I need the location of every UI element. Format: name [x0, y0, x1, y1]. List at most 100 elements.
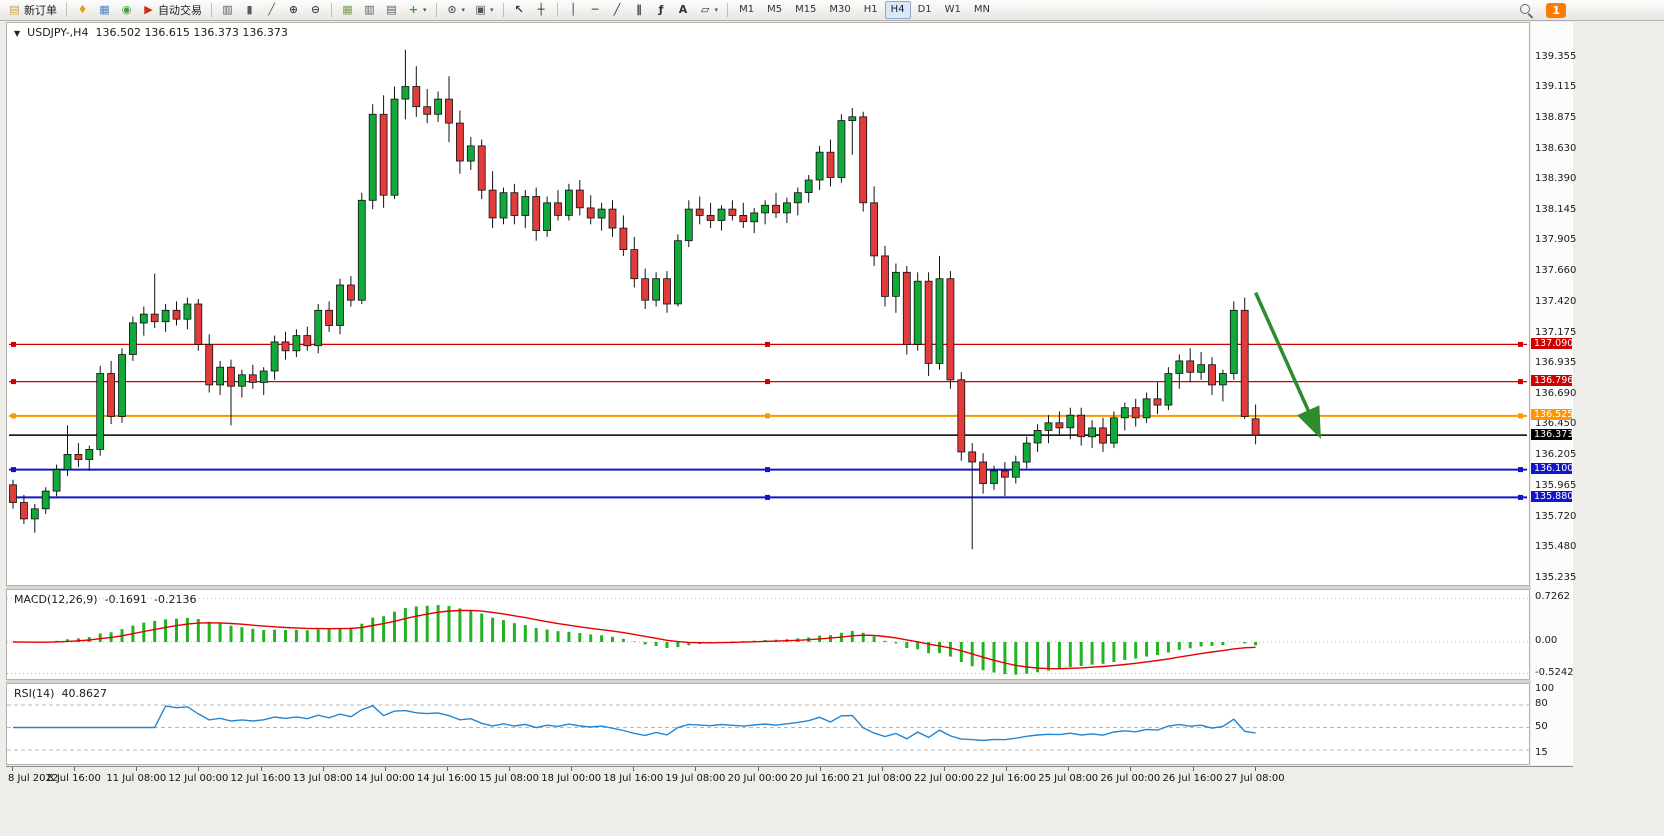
price-scale-label: 135.720 — [1535, 510, 1577, 522]
price-scale-label: 137.660 — [1535, 265, 1577, 277]
rsi-panel[interactable]: RSI(14) 40.8627 — [6, 683, 1530, 765]
autotrading-button[interactable]: ▶ 自动交易 — [138, 0, 206, 20]
window-layout-icon: ▥ — [364, 3, 375, 16]
price-tag: 137.090 — [1531, 337, 1573, 349]
time-axis-tick — [74, 767, 76, 771]
time-axis-label: 18 Jul 16:00 — [603, 773, 664, 784]
panel-splitter[interactable] — [6, 586, 1573, 589]
price-scale[interactable]: 139.355 139.115 138.875 138.630 138.390 138.1… — [1531, 22, 1577, 765]
time-axis-tick — [260, 767, 262, 771]
timeframe-m5-button[interactable]: M5 — [767, 4, 783, 15]
timeframe-m30-button[interactable]: M30 — [829, 4, 851, 15]
time-axis-label: 18 Jul 00:00 — [541, 773, 602, 784]
bar-chart-icon: ▥ — [222, 3, 233, 16]
tile-windows-icon: ▦ — [342, 3, 353, 16]
chevron-down-icon[interactable]: ▾ — [423, 6, 427, 14]
autotrading-icon: ▶ — [144, 3, 153, 16]
time-axis-label: 12 Jul 16:00 — [230, 773, 291, 784]
price-scale-label: 136.935 — [1535, 357, 1577, 368]
price-scale-label: 136.205 — [1535, 449, 1577, 461]
shapes-button[interactable]: ▱ ▾ — [695, 0, 723, 20]
toolbar-separator — [435, 3, 437, 17]
zoom-in-button[interactable]: ⊕ — [283, 0, 304, 20]
timeframe-w1-button[interactable]: W1 — [944, 4, 961, 15]
template-icon: ▣ — [475, 3, 486, 16]
indicator-scale-label: 50 — [1535, 720, 1548, 732]
time-axis-tick — [1130, 767, 1132, 771]
vertical-line-icon: │ — [569, 3, 577, 16]
text-tool-button[interactable]: A — [673, 0, 694, 20]
rsi-label: RSI(14) — [14, 687, 55, 700]
price-tag: 136.525 — [1531, 409, 1573, 421]
timeframe-m15-button[interactable]: M15 — [795, 4, 817, 15]
timeframe-mn-button[interactable]: MN — [973, 4, 990, 15]
crosshair-button[interactable]: ┼ — [531, 0, 552, 20]
search-icon[interactable] — [1519, 3, 1534, 18]
notification-badge[interactable]: 1 — [1546, 2, 1566, 18]
chart-title: ▼ USDJPY-,H4 136.502 136.615 136.373 136… — [14, 26, 288, 39]
main-chart-panel[interactable]: ▼ USDJPY-,H4 136.502 136.615 136.373 136… — [6, 22, 1530, 586]
chevron-down-icon[interactable]: ▾ — [490, 6, 494, 14]
terminal-window-button[interactable]: ▦ — [94, 0, 115, 20]
tile-windows-button[interactable]: ▦ — [337, 0, 358, 20]
add-indicator-icon: + — [408, 3, 419, 16]
chevron-down-icon[interactable]: ▾ — [714, 6, 719, 14]
indicator-scale-label: 100 — [1535, 683, 1555, 694]
panel-splitter[interactable] — [6, 680, 1573, 683]
clock-icon: ⊙ — [447, 3, 457, 16]
bar-chart-mode-button[interactable]: ▥ — [217, 0, 238, 20]
time-axis-label: 25 Jul 08:00 — [1038, 773, 1099, 784]
line-chart-icon: ╱ — [268, 3, 275, 16]
cursor-button[interactable]: ↖ — [509, 0, 530, 20]
window-layout-2-button[interactable]: ▤ — [381, 0, 402, 20]
macd-title: MACD(12,26,9) -0.1691 -0.2136 — [14, 593, 196, 606]
fibonacci-icon: ƒ — [658, 3, 664, 16]
trendline-button[interactable]: ╱ — [607, 0, 628, 20]
market-watch-button[interactable]: ◉ — [116, 0, 137, 20]
vertical-line-button[interactable]: │ — [563, 0, 584, 20]
new-order-button[interactable]: ▤ 新订单 — [4, 0, 61, 20]
timeframe-d1-button[interactable]: D1 — [917, 4, 932, 15]
rsi-chart[interactable] — [7, 684, 1529, 764]
price-tag: 136.796 — [1531, 375, 1573, 387]
megaphone-icon: ♦ — [77, 3, 88, 16]
timeframe-m1-button[interactable]: M1 — [739, 4, 755, 15]
alerts-button[interactable]: ♦ — [72, 0, 93, 20]
templates-button[interactable]: ▣ ▾ — [470, 0, 498, 20]
candlestick-mode-button[interactable]: ▮ — [239, 0, 260, 20]
channel-button[interactable]: ∥ — [629, 0, 650, 20]
price-scale-label: 137.905 — [1535, 234, 1577, 246]
fibonacci-button[interactable]: ƒ — [651, 0, 672, 20]
time-axis-label: 22 Jul 00:00 — [914, 773, 974, 784]
new-order-icon: ▤ — [9, 3, 20, 16]
time-axis-label: 20 Jul 00:00 — [727, 773, 788, 784]
indicators-button[interactable]: + ▾ — [403, 0, 431, 20]
time-axis-label: 26 Jul 00:00 — [1100, 773, 1161, 784]
timeframe-h4-button[interactable]: H4 — [884, 1, 911, 19]
time-axis-label: 11 Jul 08:00 — [106, 773, 167, 784]
chart-caret-icon[interactable]: ▼ — [14, 29, 21, 38]
trendline-icon: ╱ — [613, 3, 621, 16]
periods-button[interactable]: ⊙ ▾ — [442, 0, 470, 20]
price-scale-label: 136.450 — [1535, 418, 1577, 430]
timeframe-h1-button[interactable]: H1 — [863, 4, 878, 15]
macd-chart[interactable] — [7, 590, 1529, 679]
window-layout-1-button[interactable]: ▥ — [359, 0, 380, 20]
macd-main-value: -0.1691 — [104, 593, 148, 606]
new-order-label: 新订单 — [24, 4, 57, 17]
line-chart-mode-button[interactable]: ╱ — [261, 0, 282, 20]
toolbar-separator — [331, 3, 332, 17]
time-axis[interactable]: 8 Jul 2022 8 Jul 16:00 11 Jul 08:00 12 Jul … — [6, 766, 1573, 789]
market-watch-icon: ◉ — [121, 3, 132, 16]
shapes-icon: ▱ — [700, 3, 710, 16]
price-scale-label: 138.390 — [1535, 173, 1577, 184]
time-axis-tick — [571, 767, 573, 771]
candlestick-chart[interactable] — [7, 23, 1529, 585]
horizontal-line-button[interactable]: ─ — [585, 0, 606, 20]
macd-panel[interactable]: MACD(12,26,9) -0.1691 -0.2136 — [6, 589, 1530, 680]
time-axis-label: 26 Jul 16:00 — [1162, 773, 1223, 784]
chevron-down-icon[interactable]: ▾ — [461, 6, 466, 14]
zoom-out-button[interactable]: ⊖ — [305, 0, 326, 20]
zoom-out-icon: ⊖ — [310, 3, 321, 16]
macd-signal-value: -0.2136 — [154, 593, 197, 606]
